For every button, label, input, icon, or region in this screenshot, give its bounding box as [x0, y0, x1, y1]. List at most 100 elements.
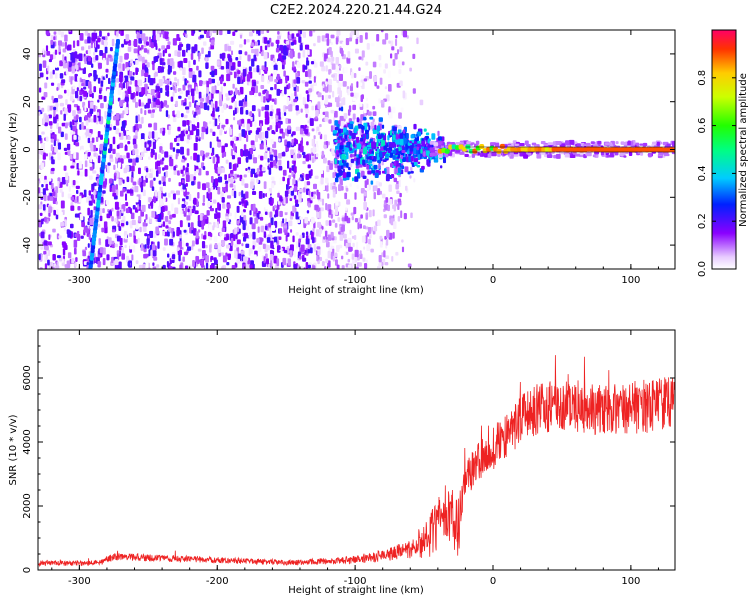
noise-cell [263, 181, 267, 189]
noise-cell [342, 41, 345, 48]
noise-cell [221, 145, 226, 154]
noise-cell [162, 62, 166, 66]
noise-cell [210, 65, 215, 71]
noise-cell [231, 155, 235, 160]
turbulent-cell [400, 155, 403, 159]
noise-cell [268, 76, 274, 82]
noise-cell [132, 158, 137, 166]
noise-cell [180, 169, 184, 174]
noise-cell [202, 183, 207, 191]
noise-cell [365, 214, 368, 220]
noise-cell [179, 264, 182, 269]
noise-cell [63, 113, 66, 121]
noise-cell [73, 239, 78, 248]
x-tick-label: -300 [68, 576, 91, 587]
noise-cell [260, 155, 264, 161]
noise-cell [260, 30, 265, 35]
turbulent-cell [377, 148, 380, 153]
noise-cell [155, 226, 159, 234]
noise-cell [146, 93, 151, 99]
turbulent-cell [334, 126, 339, 131]
noise-cell [361, 235, 366, 243]
noise-cell [154, 189, 158, 197]
noise-cell [128, 158, 133, 163]
noise-cell [359, 250, 362, 255]
noise-cell [181, 49, 186, 57]
noise-cell [308, 88, 313, 93]
noise-cell [159, 58, 163, 66]
noise-cell [100, 102, 104, 109]
noise-cell [248, 232, 252, 239]
noise-cell [241, 129, 246, 137]
noise-cell [179, 60, 183, 69]
noise-cell [49, 71, 53, 79]
noise-cell [178, 182, 182, 187]
noise-cell [132, 72, 135, 76]
noise-cell [282, 176, 285, 182]
noise-cell [189, 174, 194, 182]
noise-cell [87, 45, 91, 50]
turbulent-cell [377, 134, 382, 140]
noise-cell [295, 126, 300, 132]
noise-cell [270, 259, 273, 268]
noise-cell [133, 235, 136, 243]
noise-cell [66, 182, 69, 187]
noise-cell [304, 104, 309, 109]
noise-cell [145, 144, 149, 148]
noise-cell [290, 50, 293, 57]
noise-cell [98, 62, 102, 69]
noise-cell [143, 48, 148, 53]
noise-cell [365, 97, 368, 102]
noise-cell [291, 138, 294, 146]
noise-cell [55, 214, 59, 220]
noise-cell [257, 108, 260, 112]
noise-cell [81, 46, 85, 51]
noise-cell [146, 172, 150, 179]
noise-cell [49, 54, 54, 60]
noise-cell [82, 101, 86, 108]
noise-cell [44, 216, 47, 223]
carrier-halo-cell [615, 141, 619, 145]
noise-cell [127, 46, 132, 52]
noise-cell [350, 30, 355, 36]
noise-cell [347, 237, 352, 243]
noise-cell [92, 105, 96, 112]
noise-cell [276, 73, 280, 81]
carrier-halo-cell [475, 140, 480, 145]
noise-cell [168, 177, 171, 182]
noise-cell [118, 211, 122, 219]
noise-cell [70, 131, 74, 135]
noise-cell [118, 261, 122, 269]
noise-cell [284, 190, 289, 197]
noise-cell [161, 149, 164, 155]
noise-cell [354, 249, 359, 258]
noise-cell [68, 30, 72, 33]
noise-cell [254, 48, 259, 57]
noise-cell [90, 63, 94, 68]
noise-cell [321, 198, 325, 206]
spectrogram-x-label: Height of straight line (km) [288, 285, 424, 296]
noise-cell [383, 250, 386, 258]
turbulent-cell [416, 146, 420, 151]
noise-cell [165, 110, 169, 118]
noise-cell [228, 128, 233, 136]
noise-cell [295, 232, 299, 236]
noise-cell [359, 253, 363, 260]
noise-cell [221, 152, 225, 158]
noise-cell [334, 259, 338, 266]
noise-cell [309, 118, 314, 126]
noise-cell [96, 173, 99, 178]
noise-cell [320, 177, 324, 185]
noise-cell [108, 210, 112, 215]
turbulent-cell [371, 141, 376, 148]
noise-cell [66, 260, 71, 269]
noise-cell [102, 190, 106, 194]
noise-cell [249, 90, 253, 96]
noise-cell [88, 163, 93, 167]
noise-cell [400, 107, 404, 113]
noise-cell [167, 192, 171, 198]
colorbar-tick-label: 0.4 [697, 165, 708, 181]
noise-cell [196, 154, 200, 163]
noise-cell [89, 217, 94, 226]
noise-cell [164, 79, 169, 85]
